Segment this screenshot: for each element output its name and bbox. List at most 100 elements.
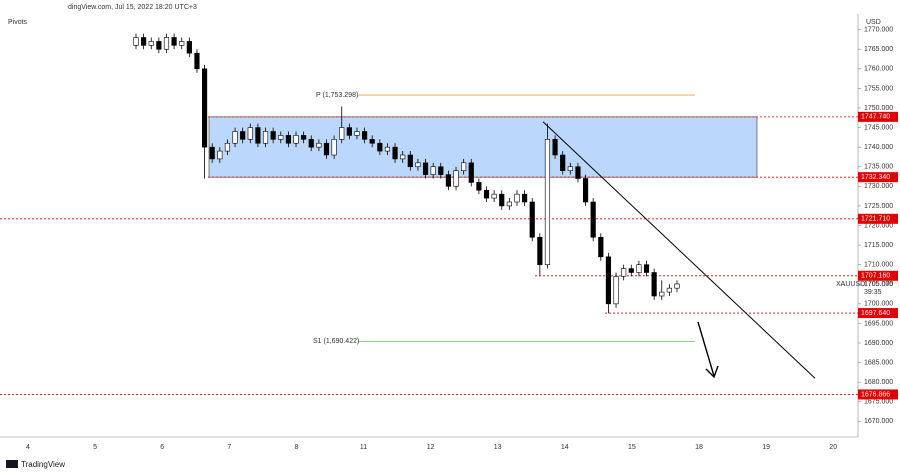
candle-body (674, 283, 680, 289)
y-tick-label: 1705.000 (864, 281, 893, 288)
candle-body (323, 142, 330, 156)
candle-body (476, 182, 482, 191)
y-tick-label: 1715.000 (864, 242, 893, 249)
candle-body (392, 146, 398, 160)
candle-body (560, 154, 566, 171)
y-tick-label: 1710.000 (864, 262, 893, 269)
header: dingView.com, Jul 15, 2022 18:20 UTC+3 (68, 4, 197, 11)
level-tag (858, 111, 898, 122)
y-tick-label: 1725.000 (864, 203, 893, 210)
candle-body (179, 41, 185, 46)
candle-body (415, 162, 421, 168)
y-tick-label: 1755.000 (864, 85, 893, 92)
candle-body (278, 135, 284, 140)
logo-mark (6, 460, 18, 468)
x-tick-label: 18 (695, 444, 703, 451)
candle-body (285, 135, 291, 144)
candle-body (362, 131, 368, 140)
candle-body (651, 272, 657, 297)
y-tick-label: 1765.000 (864, 46, 893, 53)
candle-body (194, 52, 200, 70)
candle-body (293, 135, 299, 144)
level-tag (858, 389, 898, 400)
candle-body (346, 127, 352, 136)
y-tick-label: 1690.000 (864, 340, 893, 347)
x-tick-label: 6 (160, 444, 164, 451)
arrow (697, 321, 719, 379)
candle-body (529, 201, 535, 238)
candle-body (605, 256, 612, 305)
y-tick-label: 1750.000 (864, 105, 893, 112)
y-tick-label: 1740.000 (864, 144, 893, 151)
candle-body (422, 162, 429, 175)
candle-body (636, 264, 642, 273)
candle-body (499, 193, 505, 207)
candle-body (201, 68, 208, 148)
y-tick-label: 1670.000 (864, 418, 893, 425)
y-tick-label: 1700.000 (864, 301, 893, 308)
candle-body (544, 139, 551, 265)
level-label: 1747.740 (861, 114, 890, 121)
x-tick-label: 8 (294, 444, 298, 451)
candle-body (369, 139, 375, 144)
candle-body (400, 154, 406, 160)
candle-body (186, 41, 192, 54)
candle-body (468, 162, 474, 183)
candle-body (308, 139, 314, 148)
candle-body (339, 127, 345, 140)
level-tag (858, 308, 898, 319)
candle-body (582, 178, 589, 203)
candle-body (407, 154, 413, 168)
candle-body (438, 166, 444, 175)
x-tick-label: 12 (427, 444, 435, 451)
y-tick-label: 1770.000 (864, 27, 893, 34)
candle-body (453, 170, 459, 187)
candle-body (621, 268, 627, 277)
y-tick-label: 1730.000 (864, 183, 893, 190)
candle-body (301, 135, 307, 140)
candle-body (537, 236, 543, 265)
candle-body (255, 127, 261, 144)
x-tick-label: 19 (762, 444, 770, 451)
candle-body (643, 264, 650, 273)
level-label: 1732.340 (861, 174, 890, 181)
candle-body (156, 41, 162, 50)
level-label: 1707.160 (861, 273, 890, 280)
candle-body (613, 276, 619, 305)
level-label: 1721.710 (861, 216, 890, 223)
y-tick-label: 1760.000 (864, 66, 893, 73)
trendline (542, 121, 816, 379)
last-price: 1705.075 (864, 281, 893, 288)
candle-body (575, 166, 581, 179)
candle-body (240, 131, 246, 140)
x-tick-label: 13 (494, 444, 502, 451)
candle-body (141, 37, 147, 46)
candle-body (514, 193, 520, 203)
y-tick-label: 1745.000 (864, 124, 893, 131)
level-tag (858, 270, 898, 281)
candle-body (552, 139, 558, 156)
y-tick-label: 1695.000 (864, 320, 893, 327)
y-tick-label: 1685.000 (864, 359, 893, 366)
level-tag (858, 213, 898, 224)
candle-body (445, 174, 451, 187)
level-tag (858, 172, 898, 183)
x-tick-label: 7 (227, 444, 231, 451)
x-tick-label: 20 (829, 444, 837, 451)
symbol: XAUUSD (836, 281, 865, 288)
candle-body (232, 131, 238, 144)
candle-body (148, 41, 154, 46)
candle-body (262, 131, 269, 144)
x-tick-label: 15 (628, 444, 636, 451)
candle-body (331, 139, 337, 156)
candle-body (384, 146, 391, 152)
candle-body (590, 201, 596, 238)
candle-body (628, 268, 634, 273)
level-label: 1676.866 (861, 391, 890, 398)
brand: TradingView (21, 460, 65, 469)
y-tick-label: 1675.000 (864, 399, 893, 406)
indicator-name: Pivots (8, 19, 28, 26)
candle-body (483, 189, 490, 199)
pivot-label: S1 (1,690.422) (313, 338, 359, 345)
